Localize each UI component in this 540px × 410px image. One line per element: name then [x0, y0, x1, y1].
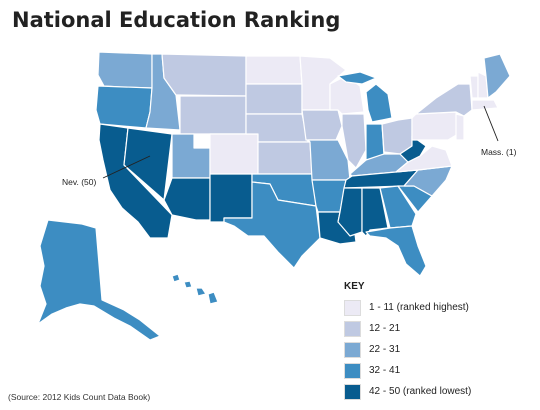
- state-hawaii: [171, 273, 219, 305]
- state-new-mexico: [209, 173, 253, 223]
- state-iowa: [301, 109, 343, 141]
- nevada-callout-line: [102, 155, 151, 179]
- state-north-dakota: [245, 55, 303, 85]
- nevada-callout-label: Nev. (50): [62, 177, 96, 187]
- state-maine: [483, 53, 511, 99]
- legend-item-42-50: 42 - 50 (ranked lowest): [344, 382, 471, 401]
- state-colorado: [209, 133, 259, 175]
- state-michigan: [337, 71, 393, 123]
- legend-item-32-41: 32 - 41: [344, 361, 471, 380]
- legend-swatch: [344, 320, 361, 337]
- legend-swatch: [344, 341, 361, 358]
- legend-item-1-11: 1 - 11 (ranked highest): [344, 298, 471, 317]
- state-west-virginia: [399, 135, 427, 163]
- state-alaska: [37, 219, 161, 341]
- legend-swatch: [344, 383, 361, 400]
- state-texas: [223, 181, 321, 269]
- legend-item-22-31: 22 - 31: [344, 340, 471, 359]
- state-georgia: [379, 185, 417, 229]
- state-missouri: [307, 139, 351, 181]
- state-south-dakota: [245, 83, 303, 115]
- map-title: National Education Ranking: [12, 8, 341, 32]
- state-arizona: [163, 177, 211, 221]
- state-new-york: [415, 83, 473, 117]
- legend-swatch: [344, 362, 361, 379]
- legend-title: KEY: [344, 281, 365, 292]
- state-wyoming: [179, 95, 247, 135]
- state-utah: [171, 133, 211, 179]
- state-pennsylvania: [411, 111, 459, 141]
- legend-label: 42 - 50 (ranked lowest): [369, 386, 472, 397]
- massachusetts-callout-line: [483, 105, 499, 142]
- state-florida: [365, 225, 427, 277]
- source-note: (Source: 2012 Kids Count Data Book): [8, 392, 151, 402]
- state-massachusetts: [471, 99, 499, 111]
- state-oregon: [95, 85, 153, 129]
- massachusetts-callout-label: Mass. (1): [481, 147, 517, 157]
- state-washington: [97, 51, 153, 89]
- state-kansas: [257, 141, 313, 175]
- legend-item-12-21: 12 - 21: [344, 319, 471, 338]
- state-montana: [161, 53, 247, 97]
- state-vermont: [469, 75, 479, 99]
- state-virginia: [395, 145, 453, 173]
- legend-swatch: [344, 299, 361, 316]
- legend-label: 12 - 21: [369, 323, 401, 334]
- legend-label: 1 - 11 (ranked highest): [369, 302, 469, 313]
- legend-label: 22 - 31: [369, 344, 401, 355]
- state-new-jersey: [455, 113, 465, 141]
- map-legend: KEY 1 - 11 (ranked highest) 12 - 21 22 -…: [344, 281, 471, 403]
- legend-label: 32 - 41: [369, 365, 401, 376]
